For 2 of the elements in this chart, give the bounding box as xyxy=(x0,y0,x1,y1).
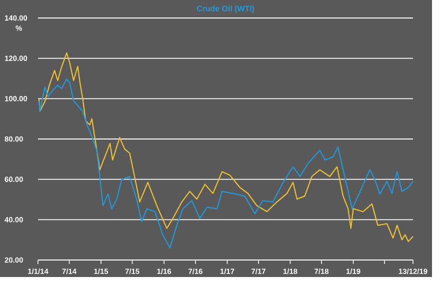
line-series xyxy=(38,52,414,242)
line-series xyxy=(38,78,414,248)
